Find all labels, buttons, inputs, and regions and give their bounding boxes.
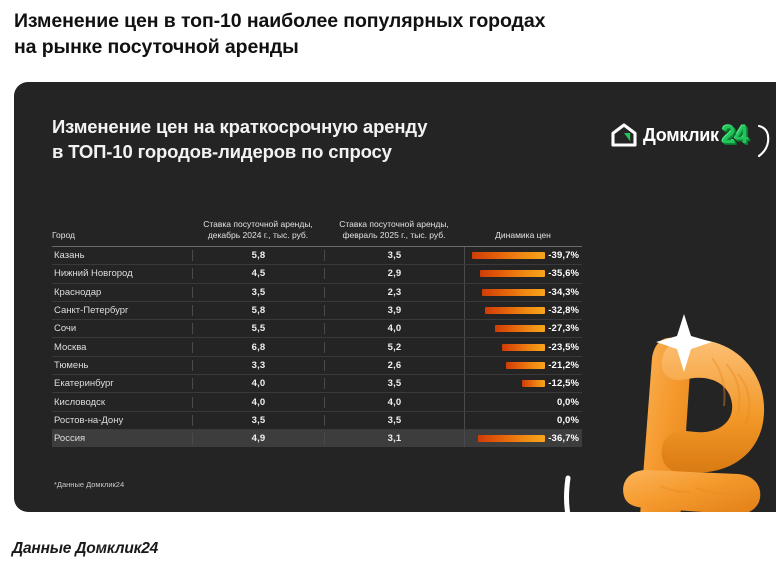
- table-row: Казань 5,8 3,5 -39,7%: [52, 247, 582, 266]
- infographic-title-line-2: в ТОП-10 городов-лидеров по спросу: [52, 141, 392, 162]
- domclick-logo: Домклик 24: [610, 118, 770, 158]
- cell-city: Сочи: [54, 323, 77, 335]
- cell-city: Краснодар: [54, 286, 102, 298]
- change-bar: [506, 361, 546, 369]
- cell-dec-2024: 4,0: [192, 378, 324, 390]
- sparkle-icon: [656, 314, 712, 372]
- column-header-dynamics: Динамика цен: [495, 230, 551, 240]
- change-bar: [502, 343, 546, 351]
- table-row: Москва 6,8 5,2 -23,5%: [52, 338, 582, 357]
- cell-dec-2024: 4,9: [192, 433, 324, 445]
- change-bar: [495, 325, 546, 333]
- ruble-balloon-illustration: [564, 314, 765, 512]
- infographic-card-inner: Изменение цен на краткосрочную аренду в …: [14, 82, 776, 512]
- cell-dynamics: 0,0%: [464, 393, 582, 411]
- cell-feb-2025: 2,9: [324, 268, 464, 280]
- change-percent-label: -34,3%: [548, 286, 579, 298]
- column-header-dec-2024: Ставка посуточной аренды, декабрь 2024 г…: [203, 219, 313, 240]
- change-percent-label: -35,6%: [548, 268, 579, 280]
- table-row: Нижний Новгород 4,5 2,9 -35,6%: [52, 265, 582, 284]
- cell-dynamics: -35,6%: [464, 265, 582, 283]
- cell-dynamics: -12,5%: [464, 375, 582, 393]
- logo-badge-24: 24: [721, 120, 749, 149]
- change-percent-label: -36,7%: [548, 433, 579, 445]
- cell-feb-2025: 3,9: [324, 305, 464, 317]
- cell-feb-2025: 2,6: [324, 359, 464, 371]
- table-row: Ростов-на-Дону 3,5 3,5 0,0%: [52, 411, 582, 430]
- page-title: Изменение цен в топ-10 наиболее популярн…: [14, 8, 744, 60]
- change-percent-label: -32,8%: [548, 305, 579, 317]
- change-percent-label: -12,5%: [548, 378, 579, 390]
- table-row: Сочи 5,5 4,0 -27,3%: [52, 320, 582, 339]
- cell-feb-2025: 3,5: [324, 378, 464, 390]
- infographic-title-line-1: Изменение цен на краткосрочную аренду: [52, 116, 428, 137]
- change-percent-label: -27,3%: [548, 323, 579, 335]
- infographic-card: Изменение цен на краткосрочную аренду в …: [14, 82, 776, 512]
- cell-feb-2025: 4,0: [324, 323, 464, 335]
- price-change-table: Город Ставка посуточной аренды, декабрь …: [52, 202, 582, 448]
- cell-dec-2024: 5,8: [192, 305, 324, 317]
- cell-dynamics: 0,0%: [464, 411, 582, 429]
- cell-city: Нижний Новгород: [54, 268, 133, 280]
- table-row: Кисловодск 4,0 4,0 0,0%: [52, 393, 582, 412]
- cell-dec-2024: 3,3: [192, 359, 324, 371]
- cell-dec-2024: 4,0: [192, 396, 324, 408]
- cell-city: Кисловодск: [54, 396, 105, 408]
- cell-dynamics: -23,5%: [464, 338, 582, 356]
- change-percent-label: -23,5%: [548, 341, 579, 353]
- cell-dec-2024: 6,8: [192, 341, 324, 353]
- cell-feb-2025: 5,2: [324, 341, 464, 353]
- page-title-line-2: на рынке посуточной аренды: [14, 36, 299, 58]
- cell-dynamics: -32,8%: [464, 301, 582, 320]
- cell-feb-2025: 3,5: [324, 250, 464, 262]
- change-bar: [479, 270, 546, 278]
- table-row: Краснодар 3,5 2,3 -34,3%: [52, 283, 582, 302]
- logo-swoosh-icon: [757, 124, 770, 158]
- cell-city: Екатеринбург: [54, 378, 114, 390]
- cell-city: Москва: [54, 341, 87, 353]
- change-percent-label: -39,7%: [548, 250, 579, 262]
- cell-dynamics: -34,3%: [464, 283, 582, 301]
- change-bar: [485, 307, 546, 315]
- table-body: Казань 5,8 3,5 -39,7% Нижний Новгород 4,5 2,9-…: [52, 247, 582, 448]
- cell-city: Казань: [54, 250, 85, 262]
- table-header-row: Город Ставка посуточной аренды, декабрь …: [52, 202, 582, 247]
- change-bar: [472, 252, 546, 260]
- cell-city: Ростов-на-Дону: [54, 414, 124, 426]
- change-percent-label: -21,2%: [548, 359, 579, 371]
- table-row: Тюмень 3,3 2,6 -21,2%: [52, 356, 582, 376]
- cell-city: Санкт-Петербург: [54, 305, 129, 317]
- column-header-feb-2025: Ставка посуточной аренды, февраль 2025 г…: [339, 219, 449, 240]
- change-percent-label: 0,0%: [556, 414, 579, 426]
- cell-dec-2024: 4,5: [192, 268, 324, 280]
- change-bar: [482, 288, 546, 296]
- house-icon: [611, 123, 637, 147]
- column-header-city: Город: [52, 230, 75, 240]
- logo-wordmark: Домклик: [643, 125, 719, 145]
- infographic-title: Изменение цен на краткосрочную аренду в …: [52, 114, 572, 164]
- source-caption: Данные Домклик24: [12, 540, 159, 557]
- change-percent-label: 0,0%: [556, 396, 579, 408]
- cell-feb-2025: 3,5: [324, 414, 464, 426]
- change-bar: [522, 380, 546, 388]
- cell-dec-2024: 3,5: [192, 286, 324, 298]
- cell-dec-2024: 5,8: [192, 250, 324, 262]
- cell-feb-2025: 3,1: [324, 433, 464, 445]
- cell-dynamics: -27,3%: [464, 320, 582, 338]
- cell-feb-2025: 2,3: [324, 286, 464, 298]
- cell-city: Россия: [54, 433, 86, 445]
- change-bar: [477, 435, 546, 443]
- cell-dynamics: -36,7%: [464, 429, 582, 448]
- table-footnote: *Данные Домклик24: [54, 480, 125, 489]
- cell-dynamics: -21,2%: [464, 356, 582, 375]
- page-title-line-1: Изменение цен в топ-10 наиболее популярн…: [14, 10, 546, 32]
- table-row: Санкт-Петербург 5,8 3,9 -32,8%: [52, 301, 582, 321]
- cell-feb-2025: 4,0: [324, 396, 464, 408]
- cell-dec-2024: 3,5: [192, 414, 324, 426]
- cell-dec-2024: 5,5: [192, 323, 324, 335]
- table-row: Россия 4,9 3,1 -36,7%: [52, 429, 582, 448]
- cell-dynamics: -39,7%: [464, 247, 582, 265]
- table-row: Екатеринбург 4,0 3,5 -12,5%: [52, 375, 582, 394]
- cell-city: Тюмень: [54, 359, 89, 371]
